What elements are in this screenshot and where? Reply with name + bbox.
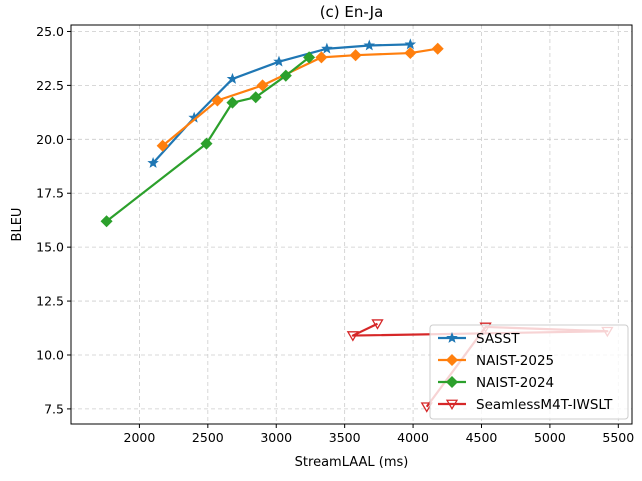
- data-point-naist-2024: [303, 51, 316, 64]
- plot-frame: [70, 24, 633, 425]
- x-axis-label: StreamLAAL (ms): [295, 455, 409, 470]
- legend-label: NAIST-2024: [476, 375, 554, 391]
- y-tick-label: 22.5: [36, 78, 64, 93]
- legend-item-naist-2025: NAIST-2025: [438, 353, 554, 369]
- data-point-sasst: [147, 156, 159, 168]
- series-sasst: [147, 38, 417, 168]
- y-tick-label: 20.0: [36, 132, 64, 147]
- data-point-naist-2024: [100, 215, 113, 228]
- data-point-naist-2025: [211, 94, 224, 107]
- legend-swatch-marker: [446, 331, 458, 343]
- x-tick-label: 3500: [329, 430, 361, 445]
- data-point-seamlessm4t-iwslt: [371, 319, 384, 330]
- data-point-sasst: [226, 72, 239, 84]
- data-point-naist-2025: [349, 49, 362, 62]
- legend-item-seamlessm4t-iwslt: SeamlessM4T-IWSLT: [438, 397, 613, 413]
- x-tick-label: 2500: [192, 430, 224, 445]
- legend-swatch-marker: [445, 375, 459, 389]
- legend-label: NAIST-2025: [476, 353, 554, 369]
- data-point-naist-2025: [256, 79, 269, 92]
- x-tick-label: 5500: [602, 430, 634, 445]
- data-point-naist-2024: [249, 91, 262, 104]
- x-tick-label: 2000: [124, 430, 156, 445]
- y-tick-label: 12.5: [36, 294, 64, 309]
- legend: SASST NAIST-2025 NAIST-2024 SeamlessM4T-IWS…: [429, 324, 629, 420]
- series-naist-2024: [100, 51, 316, 228]
- y-tick-label: 15.0: [36, 240, 64, 255]
- series-line-naist-2024: [105, 56, 310, 223]
- x-tick-label: 4500: [466, 430, 498, 445]
- data-point-naist-2025: [156, 139, 169, 152]
- legend-item-naist-2024: NAIST-2024: [438, 375, 554, 391]
- data-point-naist-2025: [431, 42, 444, 55]
- x-tick-label: 5000: [534, 430, 566, 445]
- data-point-naist-2025: [315, 51, 328, 64]
- data-point-sasst: [363, 39, 376, 51]
- y-tick-label: 10.0: [36, 347, 64, 362]
- legend-swatch-marker: [445, 399, 459, 411]
- data-point-naist-2024: [279, 69, 292, 82]
- data-point-sasst: [404, 38, 417, 50]
- data-point-seamlessm4t-iwslt: [346, 331, 360, 342]
- data-point-naist-2025: [404, 47, 417, 60]
- grid: [71, 25, 632, 424]
- axes-ticks: 2000 2500 3000 3500 4000 4500 5000 5500 7.5 10.0 1…: [36, 24, 634, 445]
- legend-label: SASST: [476, 331, 520, 347]
- legend-item-sasst: SASST: [438, 331, 520, 347]
- data-point-seamlessm4t-iwslt: [420, 402, 433, 413]
- legend-swatch-marker: [445, 353, 459, 367]
- data-point-naist-2024: [200, 137, 213, 150]
- data-point-naist-2024: [226, 96, 239, 109]
- legend-label: SeamlessM4T-IWSLT: [476, 397, 613, 413]
- series-naist-2025: [156, 42, 444, 152]
- x-tick-label: 3000: [260, 430, 292, 445]
- y-tick-label: 25.0: [36, 24, 64, 39]
- legend-box: [429, 324, 629, 420]
- y-tick-label: 17.5: [36, 186, 64, 201]
- y-tick-label: 7.5: [44, 401, 64, 416]
- data-point-sasst: [321, 42, 333, 54]
- y-axis-label: BLEU: [10, 208, 25, 242]
- x-tick-label: 4000: [397, 430, 429, 445]
- chart-title: (c) En-Ja: [320, 3, 384, 21]
- data-point-sasst: [273, 55, 285, 67]
